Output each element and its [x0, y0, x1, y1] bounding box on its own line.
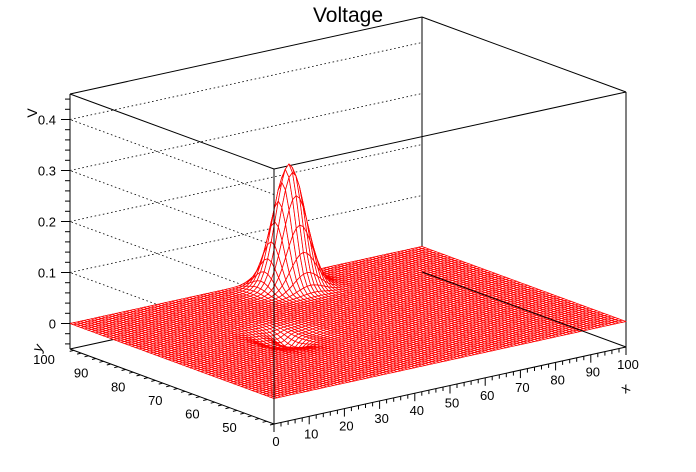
- surface-mesh: [69, 163, 627, 399]
- z-gridline-left-wall: [69, 221, 275, 297]
- z-gridline-left-wall: [69, 272, 275, 348]
- front-top-edge: [273, 91, 627, 170]
- chart-title: Voltage: [313, 4, 383, 27]
- z-gridline-back-wall: [69, 144, 423, 222]
- left-bottom-edge: [69, 348, 275, 425]
- z-gridline-left-wall: [69, 170, 275, 246]
- left-top-edge: [69, 93, 275, 170]
- right-top-edge: [421, 16, 627, 93]
- z-gridline-left-wall: [69, 119, 275, 195]
- z-gridline-back-wall: [69, 93, 423, 171]
- back-top-edge: [69, 16, 423, 95]
- z-gridline-back-wall: [69, 195, 423, 273]
- z-gridline-back-wall: [69, 42, 423, 120]
